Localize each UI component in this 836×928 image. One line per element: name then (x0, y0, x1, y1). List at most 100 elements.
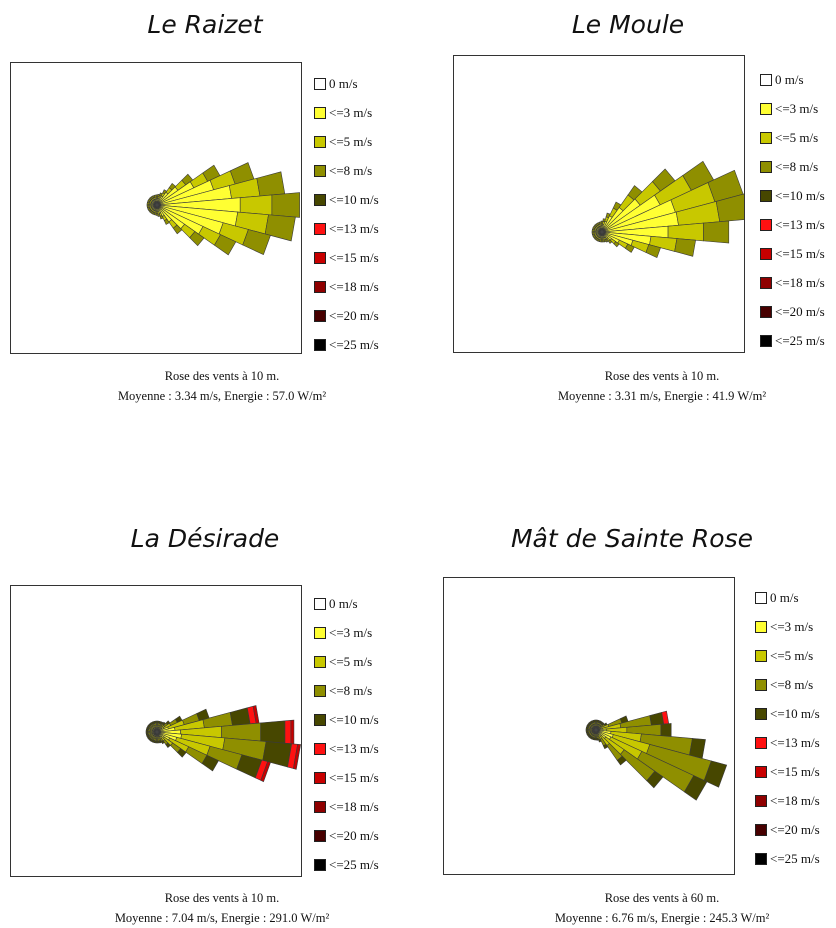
rose-sector (293, 743, 301, 770)
legend-swatch (314, 165, 326, 177)
legend-item: <=25 m/s (314, 857, 379, 873)
windrose-plot (443, 577, 735, 875)
rose-sector (596, 737, 600, 741)
legend-label: <=10 m/s (329, 192, 379, 207)
caption-line-2: Moyenne : 3.31 m/s, Energie : 41.9 W/m² (557, 389, 767, 403)
legend-label: <=8 m/s (770, 677, 814, 692)
legend-label: <=8 m/s (329, 683, 373, 698)
rose-sector (214, 234, 237, 256)
legend-item: <=13 m/s (314, 741, 379, 757)
legend-label: <=13 m/s (329, 741, 379, 756)
legend-item: 0 m/s (755, 590, 799, 606)
legend-swatch (760, 219, 772, 231)
legend-item: 0 m/s (760, 72, 804, 88)
legend-item: <=13 m/s (314, 221, 379, 237)
legend-label: <=10 m/s (770, 706, 820, 721)
rose-sector (155, 213, 159, 216)
chart-title: Le Moule (571, 10, 685, 39)
legend-item: 0 m/s (314, 76, 358, 92)
rose-sector (260, 761, 271, 783)
legend-item: <=18 m/s (314, 799, 379, 815)
legend-swatch (760, 306, 772, 318)
rose-sector (607, 239, 613, 244)
legend-swatch (314, 136, 326, 148)
windrose-plot (10, 585, 302, 877)
rose-sector (683, 775, 708, 801)
rose-sector (703, 760, 728, 788)
rose-sector (624, 243, 635, 253)
caption-line-2: Moyenne : 3.34 m/s, Energie : 57.0 W/m² (117, 389, 327, 403)
legend-item: <=10 m/s (314, 712, 379, 728)
legend-item: <=3 m/s (314, 105, 372, 121)
legend-label: <=3 m/s (329, 105, 373, 120)
windrose-svg (585, 710, 728, 801)
legend-item: <=25 m/s (760, 333, 825, 349)
legend-swatch (314, 859, 326, 871)
legend-label: <=18 m/s (329, 799, 379, 814)
rose-sector (165, 742, 171, 748)
legend-item: 0 m/s (314, 596, 358, 612)
legend-swatch (314, 107, 326, 119)
legend-swatch (314, 598, 326, 610)
legend-label: <=5 m/s (770, 648, 814, 663)
caption-line-2: Moyenne : 7.04 m/s, Energie : 291.0 W/m² (114, 911, 330, 925)
legend-label: <=13 m/s (770, 735, 820, 750)
legend-item: <=8 m/s (314, 163, 372, 179)
rose-sector (256, 171, 286, 197)
legend-label: <=20 m/s (329, 308, 379, 323)
legend-swatch (755, 621, 767, 633)
legend-swatch (314, 656, 326, 668)
legend-item: <=3 m/s (760, 101, 818, 117)
legend-swatch (760, 132, 772, 144)
legend-item: <=5 m/s (755, 648, 813, 664)
rose-sector (189, 231, 205, 247)
legend-swatch (755, 824, 767, 836)
legend-item: <=8 m/s (314, 683, 372, 699)
legend-label: <=3 m/s (329, 625, 373, 640)
legend-swatch (314, 310, 326, 322)
rose-sector (715, 193, 744, 223)
chart-caption: Rose des vents à 10 m. Moyenne : 3.31 m/… (558, 366, 766, 406)
rose-sector (598, 221, 602, 225)
legend-label: <=18 m/s (775, 275, 825, 290)
legend-swatch (755, 708, 767, 720)
legend-swatch (755, 795, 767, 807)
legend-swatch (755, 592, 767, 604)
legend-swatch (760, 277, 772, 289)
legend-swatch (314, 627, 326, 639)
legend-swatch (314, 801, 326, 813)
legend-item: <=18 m/s (760, 275, 825, 291)
legend-label: <=13 m/s (329, 221, 379, 236)
legend-label: <=5 m/s (775, 130, 819, 145)
windrose-svg (145, 705, 301, 783)
caption-line-2: Moyenne : 6.76 m/s, Energie : 245.3 W/m² (554, 911, 770, 925)
legend-item: <=15 m/s (314, 250, 379, 266)
legend-swatch (755, 853, 767, 865)
legend-item: <=18 m/s (755, 793, 820, 809)
legend-item: <=8 m/s (760, 159, 818, 175)
rose-sector (154, 194, 157, 198)
chart-title: Le Raizet (147, 10, 263, 39)
legend-label: <=20 m/s (770, 822, 820, 837)
legend-item: <=20 m/s (314, 308, 379, 324)
rose-sector (264, 214, 296, 242)
legend-swatch (755, 650, 767, 662)
legend-label: <=13 m/s (775, 217, 825, 232)
legend-swatch (314, 714, 326, 726)
rose-sector (201, 754, 219, 772)
windrose-svg (591, 160, 744, 259)
rose-sector (649, 712, 665, 726)
rose-sector (660, 723, 672, 737)
caption-line-1: Rose des vents à 10 m. (604, 369, 720, 383)
legend-label: <=8 m/s (329, 163, 373, 178)
legend-label: <=15 m/s (770, 764, 820, 779)
legend-label: <=20 m/s (775, 304, 825, 319)
chart-caption: Rose des vents à 10 m. Moyenne : 7.04 m/… (115, 888, 329, 928)
legend-swatch (760, 335, 772, 347)
legend-label: <=15 m/s (329, 250, 379, 265)
rose-sector (593, 719, 596, 723)
legend-swatch (314, 772, 326, 784)
rose-sector (157, 213, 161, 217)
legend-item: <=20 m/s (314, 828, 379, 844)
rose-sector (242, 229, 271, 256)
